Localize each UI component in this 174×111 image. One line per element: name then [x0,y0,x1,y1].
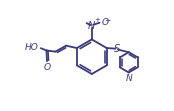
Text: +: + [94,17,100,23]
Text: −: − [104,16,110,25]
Text: N: N [88,21,95,31]
Text: O: O [101,18,108,27]
Text: O: O [44,63,51,72]
Text: S: S [114,44,120,54]
Text: HO: HO [25,43,39,52]
Text: N: N [125,74,132,83]
